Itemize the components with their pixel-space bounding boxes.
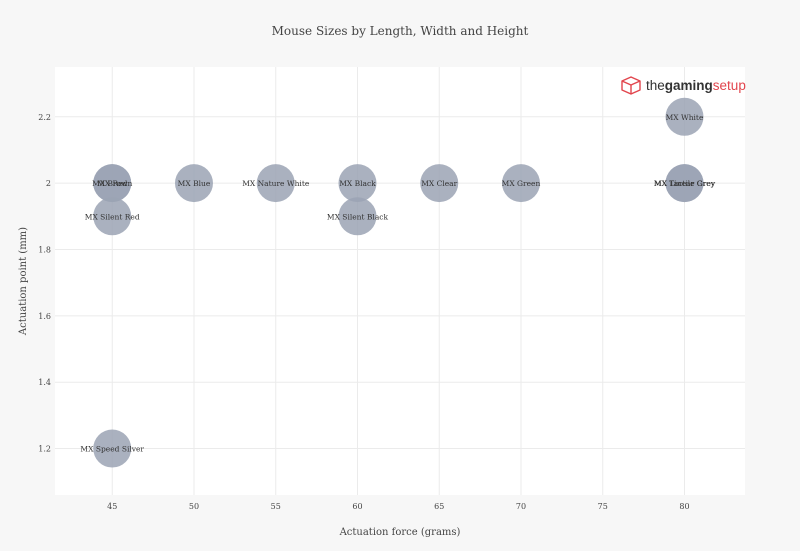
brand-logo: thegamingsetup [621, 76, 746, 95]
plot-area [55, 67, 745, 495]
x-tick-label: 65 [434, 502, 444, 511]
bubble-label: MX Silent Red [85, 212, 140, 221]
bubble-label: MX Clear [421, 179, 457, 188]
x-tick-label: 70 [516, 502, 526, 511]
bubble-label: MX Green [502, 179, 541, 188]
bubble-label: MX Red [97, 179, 127, 188]
y-axis-label: Actuation point (mm) [18, 227, 29, 336]
bubble-point [665, 97, 704, 136]
bubble-point [338, 164, 377, 203]
logo-wordmark: thegamingsetup [646, 78, 746, 93]
y-tick-label: 2.2 [38, 113, 51, 122]
y-tick-label: 1.6 [38, 312, 51, 321]
y-tick-label: 1.8 [38, 245, 51, 254]
y-tick-label: 1.4 [38, 378, 51, 387]
x-tick-label: 75 [598, 502, 608, 511]
grid [55, 67, 745, 495]
bubble-point [420, 164, 459, 203]
chart-title: Mouse Sizes by Length, Width and Height [272, 24, 529, 38]
y-tick-label: 1.2 [38, 445, 51, 454]
x-tick-label: 80 [679, 502, 689, 511]
ticks: 45 50 55 60 65 70 75 80 1.2 1.4 1.6 1.8 2 2.2 [38, 113, 689, 511]
cube-logo-icon [621, 76, 641, 95]
bubble-label: MX Silent Black [327, 212, 389, 221]
bubble-point [501, 164, 540, 203]
bubble-label: MX Blue [178, 179, 211, 188]
bubble-label: MX White [666, 113, 704, 122]
bubble-label: MX Linear Grey [654, 179, 716, 188]
bubble-label: MX Tactile Grey [654, 179, 716, 188]
x-tick-label: 45 [107, 502, 117, 511]
bubble-label: MX Speed Silver [80, 445, 144, 454]
x-tick-label: 50 [189, 502, 199, 511]
bubble-point [93, 429, 132, 468]
bubble-point [93, 164, 132, 203]
bubble-point [665, 164, 704, 203]
x-tick-label: 60 [352, 502, 362, 511]
bubble-label: MX Brown [92, 179, 132, 188]
x-tick-label: 55 [271, 502, 281, 511]
bubble-label: MX Black [339, 179, 376, 188]
bubble-point [338, 197, 377, 236]
bubble-label: MX Nature White [242, 179, 310, 188]
bubble-point [93, 197, 132, 236]
y-tick-label: 2 [46, 179, 51, 188]
bubble-point [256, 164, 295, 203]
bubble-point [174, 164, 213, 203]
x-axis-label: Actuation force (grams) [339, 527, 461, 538]
